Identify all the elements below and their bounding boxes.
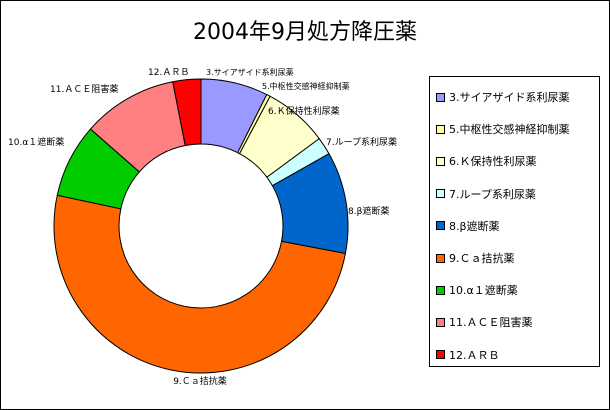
legend-swatch [436,124,445,134]
legend-label: 8.β遮断薬 [449,219,500,233]
slice-label-5: 8.β遮断薬 [348,205,389,217]
slice-label-4: 7.ループ系利尿薬 [326,136,397,148]
legend-item-2: 5.中枢性交感神経抑制薬 [436,121,570,137]
legend-label: 12.ＡＲＢ [449,348,500,362]
legend-label: 11.ＡＣＥ阻害薬 [449,316,533,330]
legend-label: 5.中枢性交感神経抑制薬 [449,123,570,137]
legend-swatch [436,156,445,166]
legend-label: 7.ループ系利尿薬 [449,187,536,201]
legend-item-4: 7.ループ系利尿薬 [436,186,536,202]
legend-swatch [436,317,445,327]
pie-slice-9 [172,78,202,147]
legend-label: 6.Ｋ保持性利尿薬 [449,155,537,169]
slice-label-3: 6.Ｋ保持性利尿薬 [268,105,340,117]
pie-slice-6 [53,194,346,374]
legend-label: 10.α１遮断薬 [449,284,518,298]
legend-item-6: 9.Ｃａ拮抗薬 [436,250,515,266]
legend-item-3: 6.Ｋ保持性利尿薬 [436,153,537,169]
legend-swatch [436,285,445,295]
legend-swatch [436,221,445,231]
slice-label-7: 10.α１遮断薬 [8,136,64,148]
chart-title: 2004年9月処方降圧薬 [193,20,417,45]
legend-swatch [436,253,445,263]
legend-item-7: 10.α１遮断薬 [436,282,518,298]
slice-label-8: 11.ＡＣＥ阻害薬 [50,83,118,95]
legend-label: 9.Ｃａ拮抗薬 [449,252,515,265]
legend-item-1: 3.サイアザイド系利尿薬 [436,89,570,105]
legend-item-5: 8.β遮断薬 [436,218,500,234]
slice-label-6: 9.Ｃａ拮抗薬 [173,375,227,387]
legend-label: 3.サイアザイド系利尿薬 [449,91,570,104]
slice-label-2: 5.中枢性交感神経抑制薬 [262,81,350,91]
legend-swatch [436,189,445,199]
legend-swatch [436,92,445,102]
chart-legend: 3.サイアザイド系利尿薬 5.中枢性交感神経抑制薬 6.Ｋ保持性利尿薬 7.ループ系利… [429,76,600,367]
slice-label-1: 3.サイアザイド系利尿薬 [206,67,294,77]
slice-label-9: 12.ＡＲＢ [148,68,189,78]
legend-item-9: 12.ＡＲＢ [436,347,500,363]
legend-swatch [436,350,445,360]
legend-item-8: 11.ＡＣＥ阻害薬 [436,314,533,330]
